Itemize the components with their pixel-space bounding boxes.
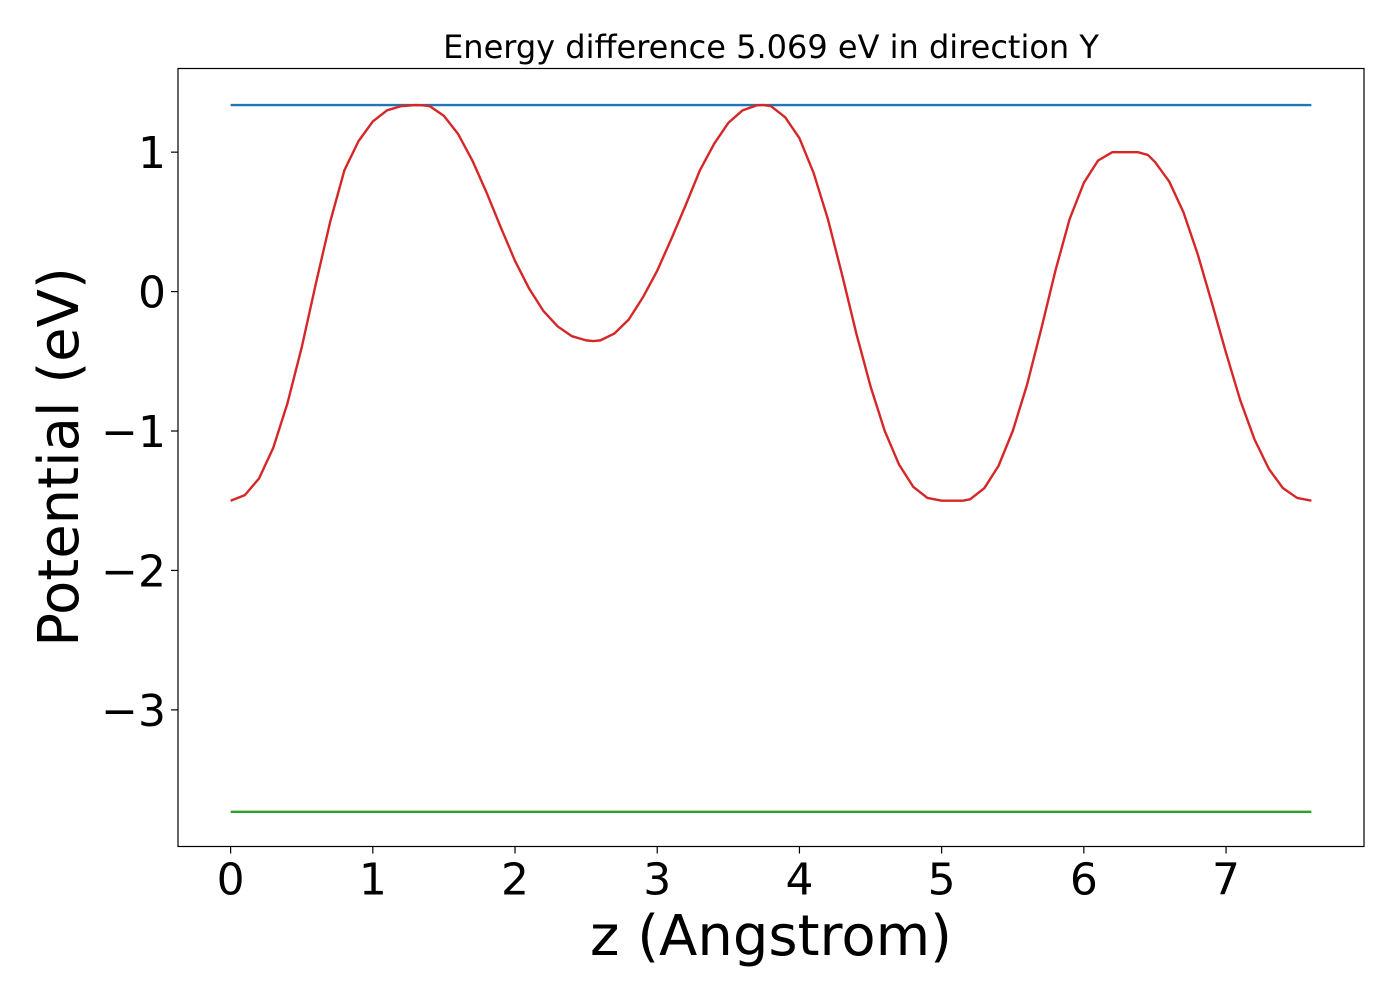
plot-frame	[177, 67, 1365, 848]
y-tick-label: 1	[138, 128, 166, 179]
y-tick-label: −2	[101, 546, 166, 597]
y-axis-ticks: 1 0 −1 −2 −3	[101, 128, 178, 737]
y-axis-label: Potential (eV)	[27, 267, 92, 647]
x-axis-ticks: 0 1 2 3 4 5 6 7	[217, 846, 1240, 906]
x-tick-label: 4	[785, 855, 813, 906]
y-tick-label: 0	[138, 268, 166, 319]
x-tick-label: 1	[359, 855, 387, 906]
x-tick-label: 2	[501, 855, 529, 906]
x-tick-label: 5	[928, 855, 956, 906]
x-tick-label: 3	[643, 855, 671, 906]
x-tick-label: 0	[217, 855, 245, 906]
series-layer	[230, 103, 1312, 813]
y-tick-label: −1	[101, 407, 166, 458]
x-axis-label: z (Angstrom)	[590, 904, 952, 969]
x-tick-label: 6	[1070, 855, 1098, 906]
x-tick-label: 7	[1212, 855, 1240, 906]
series-line-potential-curve	[230, 103, 1312, 502]
chart-title: Energy difference 5.069 eV in direction …	[443, 28, 1099, 66]
y-tick-label: −3	[101, 686, 166, 737]
